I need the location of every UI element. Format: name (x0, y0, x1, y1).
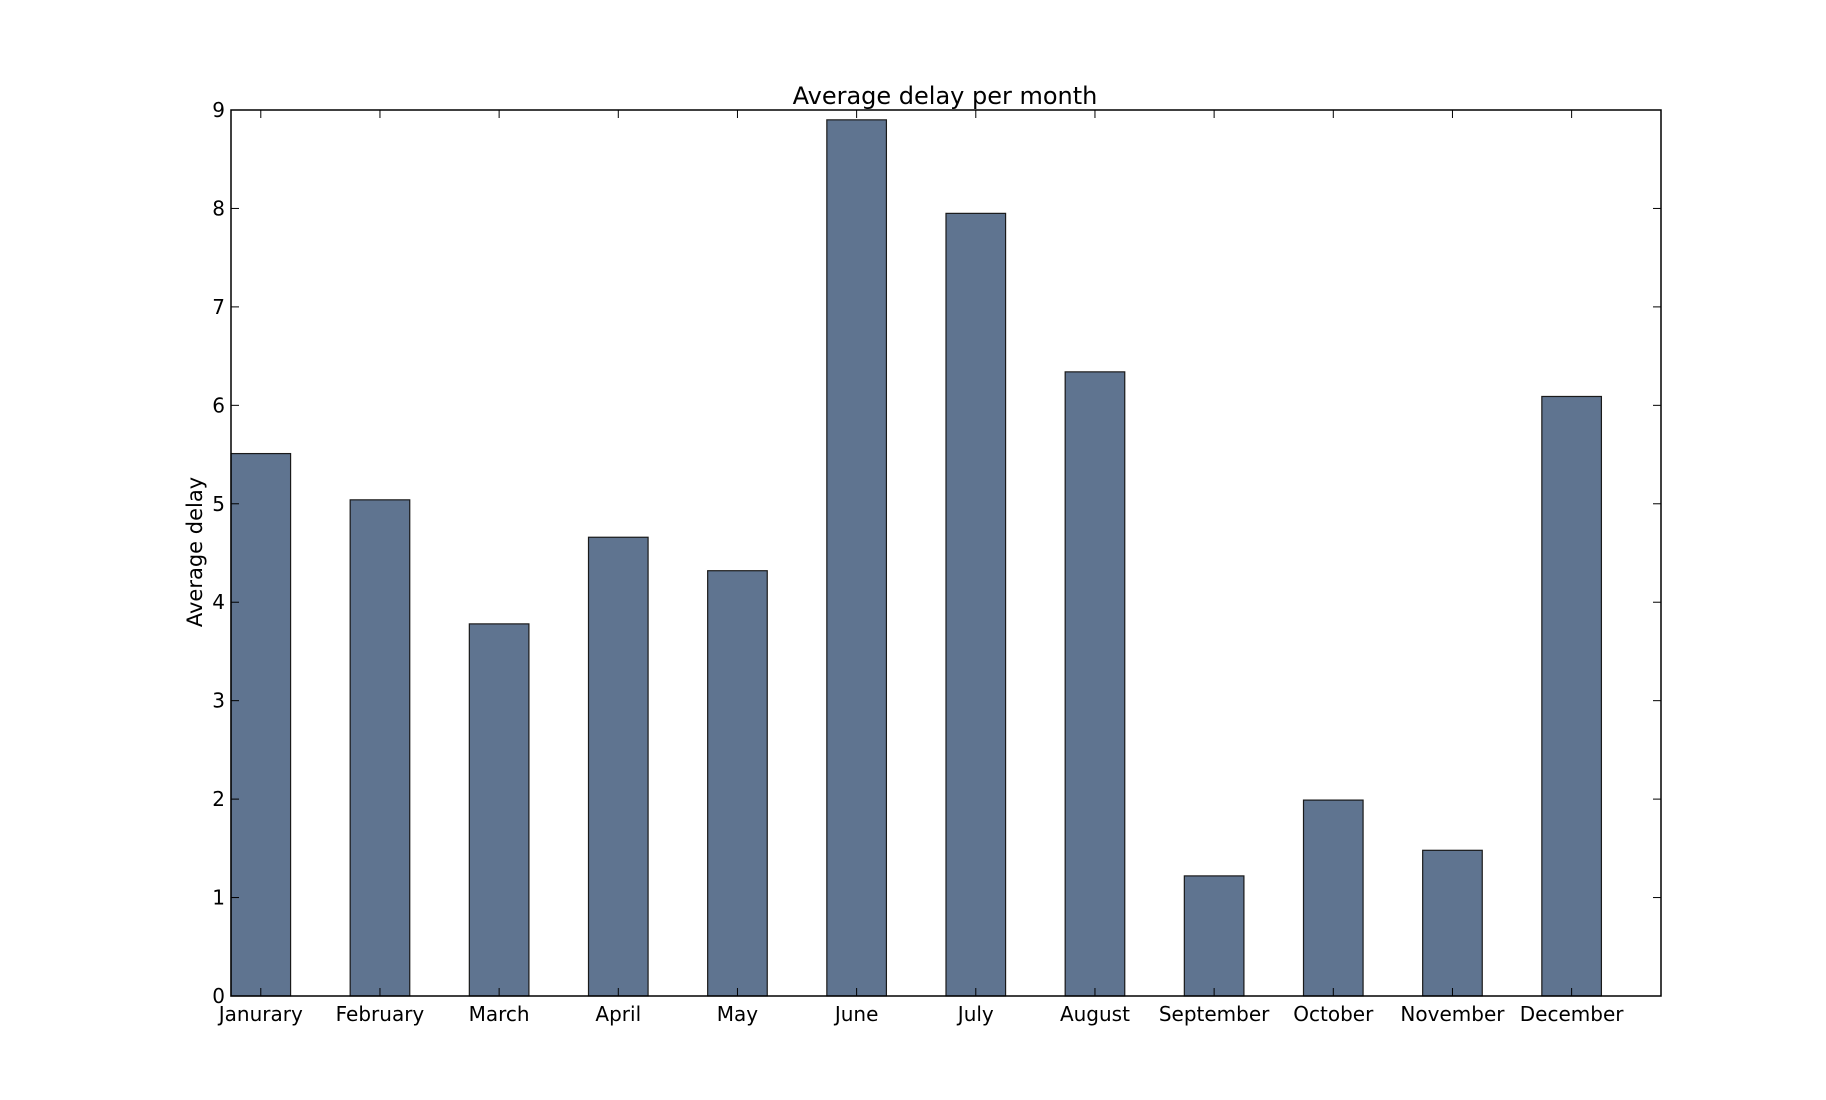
bar-may (707, 570, 768, 997)
x-tick-label: August (1060, 1002, 1130, 1026)
y-tick-label: 2 (212, 787, 225, 811)
y-tick-label: 4 (212, 590, 225, 614)
bar-september (1183, 875, 1245, 997)
plot-frame (230, 109, 1662, 997)
bar-february (349, 499, 411, 997)
y-tick-label: 0 (212, 984, 225, 1008)
x-tick-label: April (595, 1002, 641, 1026)
bar-december (1541, 395, 1603, 997)
x-tick-label: June (833, 1002, 879, 1026)
chart-title: Average delay per month (793, 82, 1098, 110)
y-tick-label: 1 (212, 886, 225, 910)
y-tick-label: 3 (212, 689, 225, 713)
x-tick-label: February (336, 1002, 425, 1026)
bars-layer (230, 119, 1603, 997)
y-tick-label: 8 (212, 196, 225, 220)
y-tick-label: 6 (212, 393, 225, 417)
x-tick-label: October (1293, 1002, 1374, 1026)
bar-april (587, 536, 649, 997)
y-tick-label: 9 (212, 98, 225, 122)
bar-janurary (230, 452, 292, 997)
y-axis-label: Average delay (183, 477, 207, 627)
ticks-layer: Janurary February March April May June July Aug… (212, 98, 1661, 1026)
x-tick-label: Janurary (217, 1002, 303, 1026)
bar-july (945, 212, 1007, 997)
x-tick-label: December (1520, 1002, 1624, 1026)
x-tick-label: May (717, 1002, 759, 1026)
bar-june (826, 119, 888, 997)
x-tick-label: July (956, 1002, 994, 1026)
bar-august (1064, 371, 1126, 997)
x-tick-label: March (469, 1002, 530, 1026)
y-tick-label: 7 (212, 295, 225, 319)
bar-october (1302, 799, 1364, 997)
x-tick-label: November (1400, 1002, 1505, 1026)
x-tick-label: September (1159, 1002, 1270, 1026)
bar-march (468, 623, 530, 997)
y-tick-label: 5 (212, 492, 225, 516)
bar-november (1422, 849, 1483, 997)
